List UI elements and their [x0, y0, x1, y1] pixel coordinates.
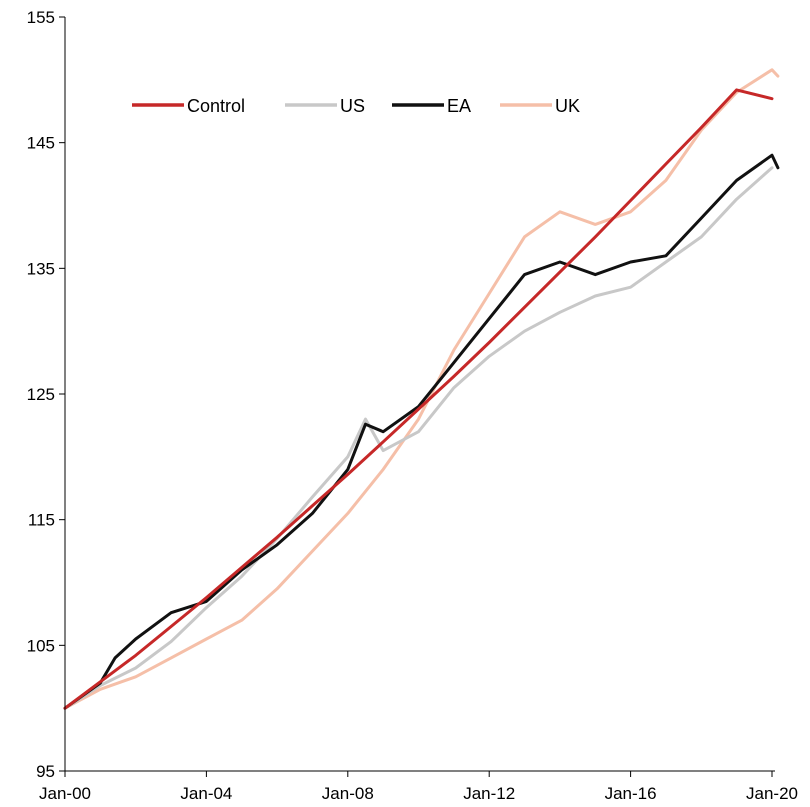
series-layer — [63, 68, 780, 710]
legend-label-control: Control — [187, 96, 245, 116]
x-tick-label: Jan-08 — [322, 784, 374, 803]
x-tick-label: Jan-20 — [746, 784, 798, 803]
series-line-ea — [63, 153, 780, 710]
x-tick-label: Jan-16 — [605, 784, 657, 803]
legend-label-ea: EA — [447, 96, 471, 116]
ticks: 95 105 115 125 135 145 155 Jan-00 Jan-04 Jan-08 Ja… — [27, 8, 798, 803]
y-tick-label: 125 — [27, 385, 55, 404]
legend-label-us: US — [340, 96, 365, 116]
x-tick-label: Jan-04 — [180, 784, 232, 803]
x-tick-label: Jan-12 — [463, 784, 515, 803]
legend-label-uk: UK — [555, 96, 580, 116]
legend: Control US EA UK — [132, 96, 580, 116]
x-tick-label: Jan-00 — [39, 784, 91, 803]
y-tick-label: 155 — [27, 8, 55, 27]
y-tick-label: 135 — [27, 259, 55, 278]
y-tick-label: 95 — [36, 762, 55, 781]
y-tick-label: 115 — [28, 511, 55, 530]
series-line-control — [63, 88, 774, 710]
series-line-us — [63, 166, 774, 710]
y-tick-label: 105 — [27, 636, 55, 655]
y-tick-label: 145 — [27, 134, 55, 153]
